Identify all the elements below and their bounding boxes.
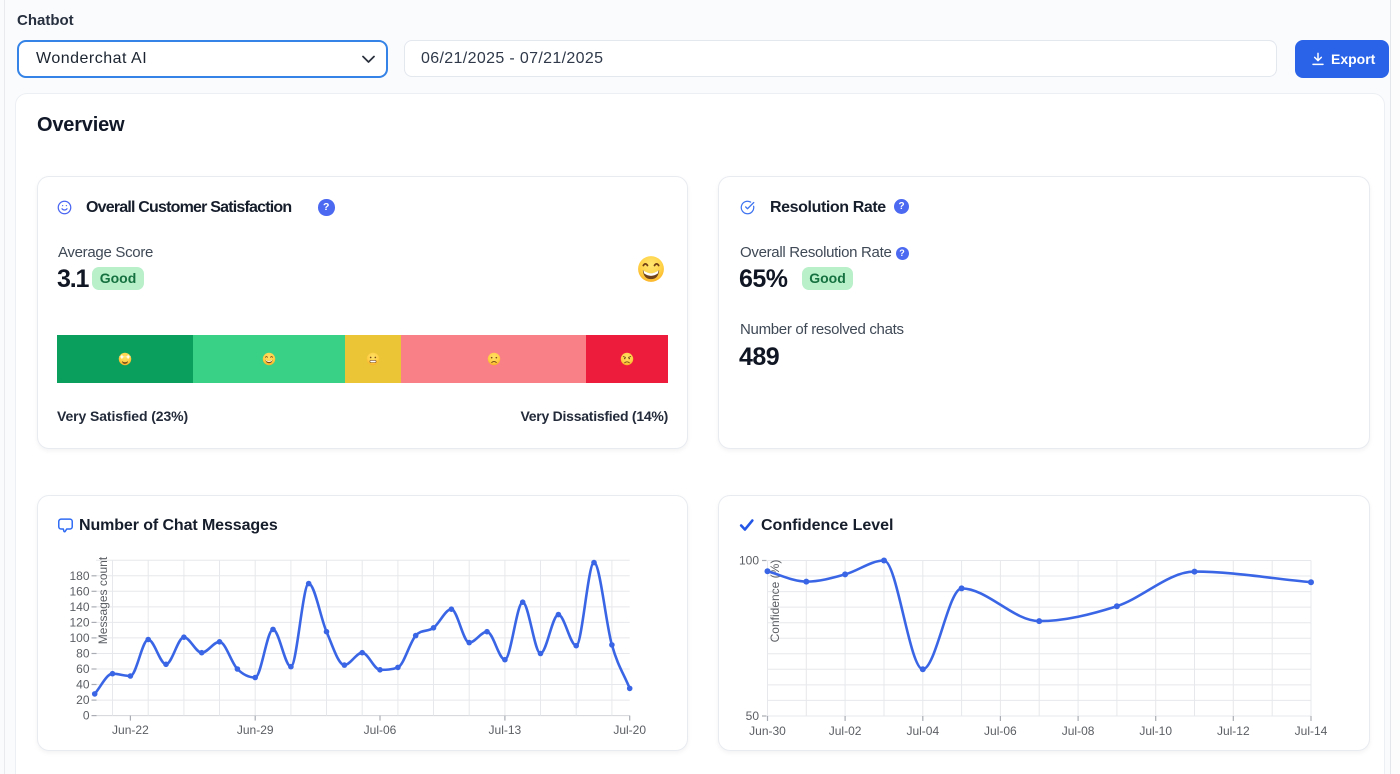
svg-text:120: 120 [69,615,89,629]
svg-text:0: 0 [83,709,90,723]
svg-text:40: 40 [76,678,90,692]
svg-text:60: 60 [76,662,90,676]
svg-text:180: 180 [69,569,89,583]
svg-text:Jul-20: Jul-20 [613,723,646,737]
svg-text:50: 50 [746,709,760,723]
svg-text:Jun-29: Jun-29 [237,723,274,737]
svg-text:160: 160 [69,584,89,598]
svg-text:20: 20 [76,693,90,707]
svg-text:Jul-10: Jul-10 [1139,724,1172,738]
svg-text:Jul-06: Jul-06 [364,723,397,737]
svg-text:Jul-04: Jul-04 [906,724,939,738]
svg-text:Jul-13: Jul-13 [489,723,522,737]
svg-text:Messages count: Messages count [96,556,110,644]
svg-text:Jul-12: Jul-12 [1217,724,1250,738]
svg-text:140: 140 [69,600,89,614]
svg-text:Confidence (%): Confidence (%) [768,560,782,643]
svg-text:Jun-30: Jun-30 [749,724,786,738]
svg-text:100: 100 [739,554,759,568]
svg-text:100: 100 [69,631,89,645]
svg-text:Jul-06: Jul-06 [984,724,1017,738]
svg-text:80: 80 [76,647,90,661]
svg-text:Jul-14: Jul-14 [1295,724,1328,738]
svg-text:Jun-22: Jun-22 [112,723,149,737]
svg-text:Jul-02: Jul-02 [829,724,862,738]
svg-text:Jul-08: Jul-08 [1062,724,1095,738]
